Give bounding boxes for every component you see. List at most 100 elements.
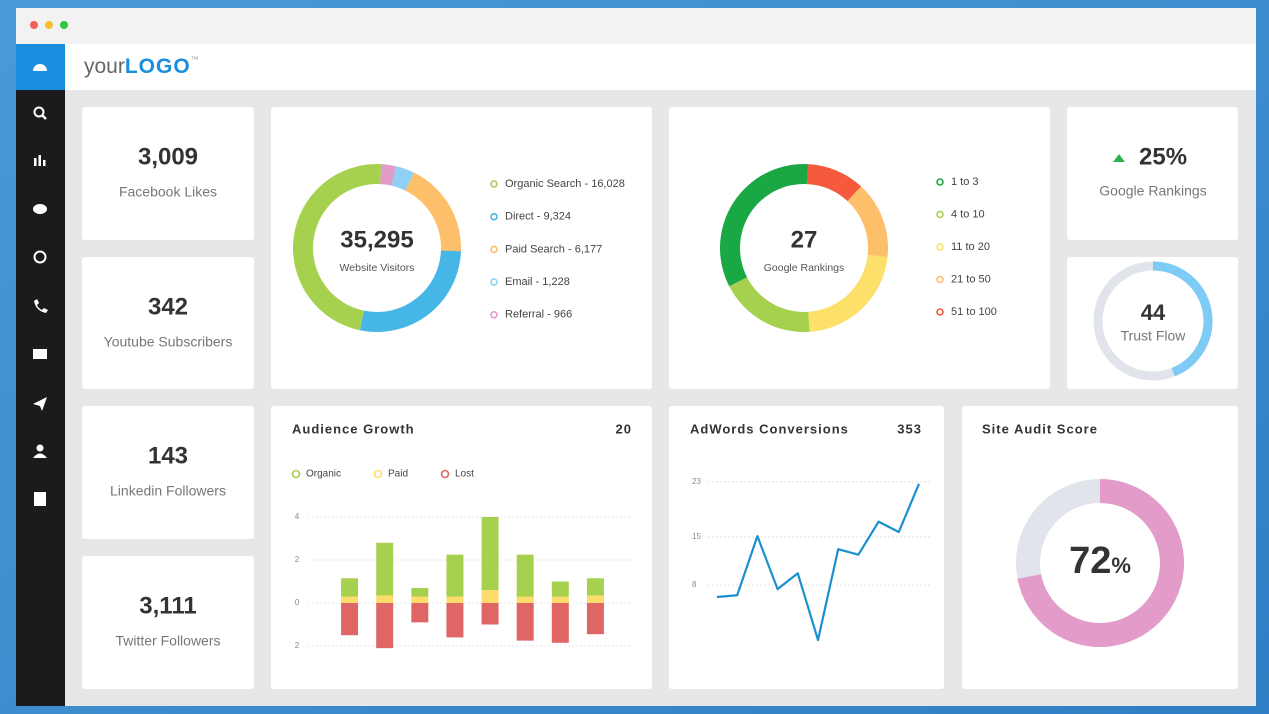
donut-segment <box>359 250 461 332</box>
legend-label: 51 to 100 <box>951 306 997 318</box>
card <box>82 406 254 539</box>
bar-segment <box>341 603 359 636</box>
up-arrow <box>1113 154 1125 162</box>
card <box>669 406 944 689</box>
stat-value: 3,009 <box>138 143 198 170</box>
logo[interactable]: yourLOGO™ <box>84 55 199 78</box>
legend-marker <box>440 469 450 479</box>
legend-label: Email - 1,228 <box>505 276 570 288</box>
sidebar-icons <box>33 64 48 506</box>
legend-marker <box>373 469 383 479</box>
mail-icon[interactable] <box>33 349 47 359</box>
donut-segment <box>729 277 810 332</box>
y-tick-label: 2 <box>295 641 300 650</box>
chat-icon[interactable] <box>33 204 47 214</box>
bar-segment <box>481 590 499 603</box>
minimize-dot[interactable] <box>45 21 53 29</box>
dashboard-icon[interactable] <box>33 64 47 71</box>
card-title: Site Audit Score <box>982 421 1098 436</box>
donut-segment <box>391 166 415 191</box>
legend-marker <box>291 469 301 479</box>
donut-segment <box>847 186 888 258</box>
center-label: Website Visitors <box>340 262 415 274</box>
card <box>271 406 652 689</box>
legend-marker <box>490 310 498 319</box>
bar-segment <box>481 517 499 591</box>
card-total: 353 <box>897 421 922 436</box>
stat-value: 3,111 <box>139 592 196 619</box>
donut-segment <box>808 254 888 332</box>
bar-segment <box>376 595 394 603</box>
card <box>82 257 254 389</box>
legend-label: Referral - 966 <box>505 309 572 321</box>
y-tick-label: 15 <box>692 532 701 541</box>
bar-segment <box>551 603 569 643</box>
legend-label: Paid Search - 6,177 <box>505 243 602 255</box>
legend-label: 4 to 10 <box>951 208 985 220</box>
card <box>82 556 254 689</box>
bar-segment <box>341 578 359 597</box>
gauge-value: 72% <box>1069 540 1131 582</box>
bar-segment <box>411 596 429 603</box>
gauge-label: Trust Flow <box>1121 328 1187 344</box>
bar-segment <box>446 554 464 597</box>
search-icon[interactable] <box>33 106 45 118</box>
bar-segment <box>516 596 534 603</box>
stat-label: Linkedin Followers <box>110 483 226 499</box>
bar-segment <box>586 578 604 596</box>
stat-label: Youtube Subscribers <box>104 334 233 350</box>
legend-label: 11 to 20 <box>951 241 990 253</box>
y-tick-label: 2 <box>295 555 300 564</box>
bar-segment <box>411 603 429 623</box>
logo-main: LOGO <box>125 55 191 78</box>
legend-marker <box>490 278 498 286</box>
bar-segment <box>551 596 569 603</box>
bar-segment <box>516 554 534 597</box>
line-series <box>716 483 921 642</box>
user-body <box>33 453 47 458</box>
send-icon[interactable] <box>33 397 47 411</box>
phone-icon[interactable] <box>34 299 48 313</box>
donut-segment <box>807 164 862 202</box>
reports-bar <box>43 160 46 166</box>
card <box>82 107 254 240</box>
change-value: 25% <box>1139 143 1187 170</box>
bar-segment <box>516 603 534 641</box>
bar-segment <box>341 596 359 603</box>
mention-icon[interactable] <box>33 250 47 264</box>
bar-segment <box>551 581 569 597</box>
y-tick-label: 0 <box>295 598 300 607</box>
logo-mark: ™ <box>191 55 199 64</box>
legend-label: 1 to 3 <box>951 176 979 188</box>
card-total: 20 <box>616 421 632 436</box>
maximize-dot[interactable] <box>60 21 68 29</box>
legend-marker <box>490 212 498 221</box>
stat-label: Facebook Likes <box>119 184 217 200</box>
bar-segment <box>376 542 394 596</box>
sidebar <box>16 44 65 706</box>
reports-icon[interactable] <box>34 158 37 166</box>
legend-label: Lost <box>455 469 474 480</box>
y-tick-label: 23 <box>692 477 701 486</box>
close-dot[interactable] <box>30 21 38 29</box>
gauge-value: 44 <box>1141 300 1166 325</box>
card <box>1067 107 1238 240</box>
donut-segment <box>720 164 809 287</box>
gauge-arc <box>1017 479 1184 647</box>
legend-marker <box>936 178 944 186</box>
gauge-unit: % <box>1111 553 1131 578</box>
center-value: 35,295 <box>340 226 413 253</box>
legend-label: Direct - 9,324 <box>505 211 571 223</box>
tasks-icon[interactable] <box>34 492 46 506</box>
logo-prefix: your <box>84 55 125 78</box>
center-value: 27 <box>791 226 818 253</box>
user-icon[interactable] <box>36 444 44 452</box>
legend-label: Paid <box>388 469 408 480</box>
legend-label: Organic <box>306 469 341 480</box>
legend-marker <box>936 210 944 219</box>
y-tick-label: 8 <box>692 580 697 589</box>
bar-segment <box>446 603 464 638</box>
card-title: Audience Growth <box>292 421 415 436</box>
center-label: Google Rankings <box>764 262 845 274</box>
